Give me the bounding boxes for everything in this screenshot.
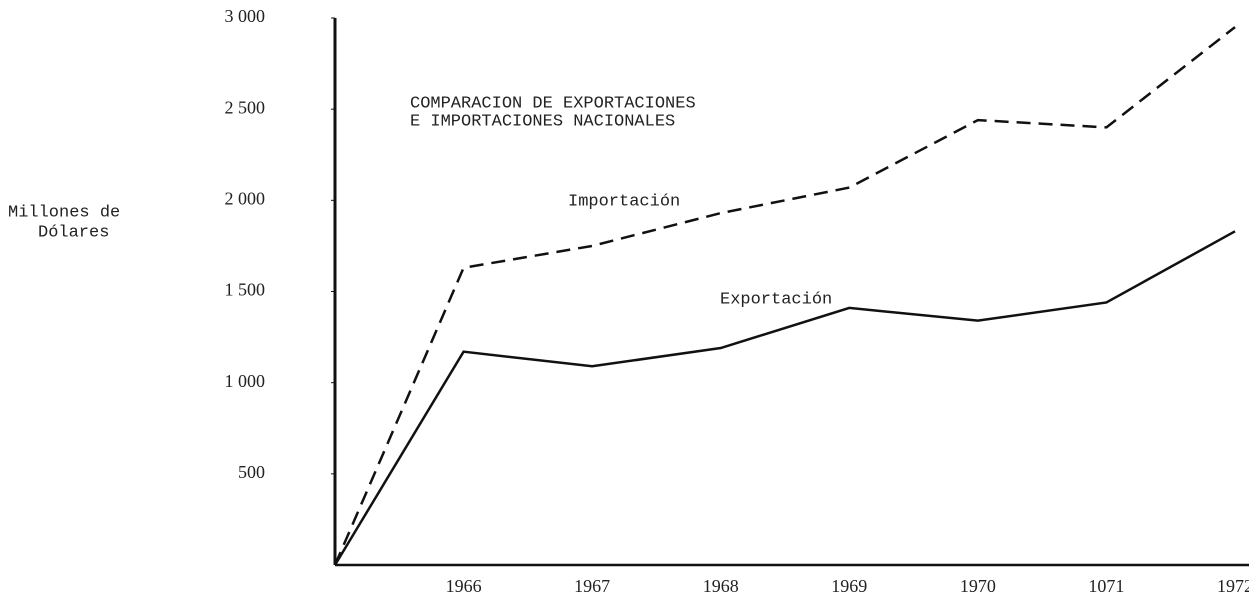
chart-title: E IMPORTACIONES NACIONALES [410,112,675,131]
y-tick-label: 2 000 [225,188,266,208]
series-line [333,230,1236,566]
x-tick-label: 1969 [831,576,867,596]
chart-title: COMPARACION DE EXPORTACIONES [410,94,696,113]
x-tick-label: 1968 [703,576,739,596]
series-line [333,26,1236,566]
x-tick-label: 1966 [446,576,482,596]
y-tick-label: 3 000 [225,6,266,26]
x-tick-label: 1972 [1217,576,1249,596]
x-tick-label: 1071 [1088,576,1124,596]
y-tick-label: 2 500 [225,97,266,117]
y-tick-label: 1 500 [225,280,266,300]
y-axis-label: Dólares [38,223,109,242]
y-tick-label: 500 [238,462,265,482]
series-label: Importación [568,192,680,211]
series-label: Exportación [720,290,832,309]
x-tick-label: 1967 [574,576,610,596]
x-tick-label: 1970 [960,576,996,596]
y-tick-label: 1 000 [225,371,266,391]
y-axis-label: Millones de [8,203,120,222]
